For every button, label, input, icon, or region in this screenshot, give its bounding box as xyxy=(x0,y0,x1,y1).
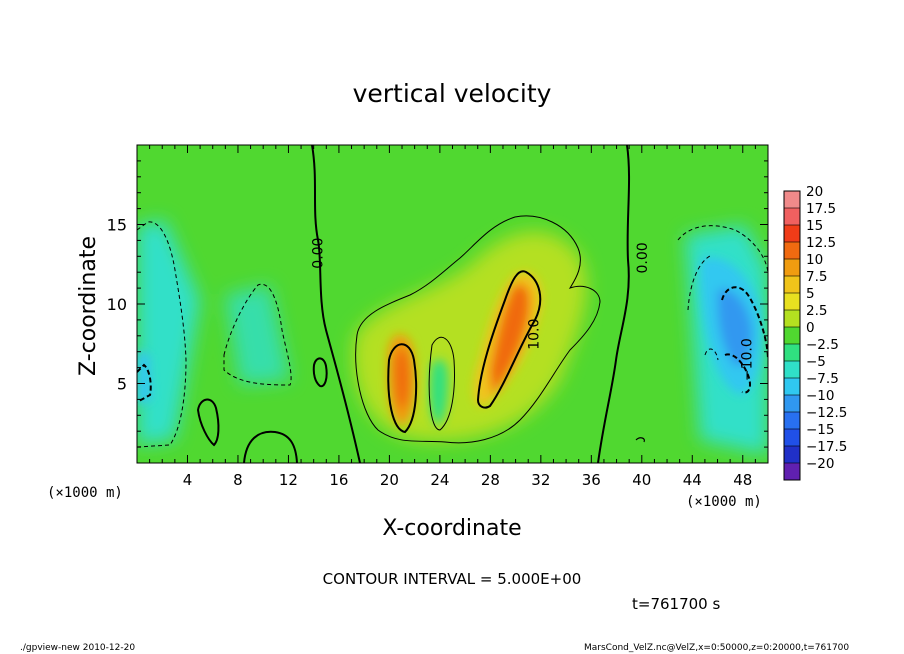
x-unit-left: (×1000 m) xyxy=(47,485,123,501)
y-tick-label: 10 xyxy=(107,295,127,314)
x-tick-label: 24 xyxy=(430,471,449,489)
colorbar-swatch xyxy=(784,242,800,259)
colorbar-swatch xyxy=(784,395,800,412)
colorbar-label: −20 xyxy=(806,456,835,472)
colorbar-swatch xyxy=(784,276,800,293)
time-text: t=761700 s xyxy=(632,595,720,613)
x-tick-label: 8 xyxy=(233,471,243,489)
colorbar-label: 12.5 xyxy=(806,235,836,251)
x-tick-label: 4 xyxy=(183,471,193,489)
colorbar-label: −10 xyxy=(806,388,835,404)
colorbar-swatch xyxy=(784,463,800,480)
colorbar-swatch xyxy=(784,310,800,327)
colorbar-label: 20 xyxy=(806,184,823,200)
colorbar-swatch xyxy=(784,327,800,344)
colorbar-swatch xyxy=(784,361,800,378)
x-tick-label: 32 xyxy=(531,471,550,489)
colorbar-label: −7.5 xyxy=(806,371,839,387)
contour-interval-text: CONTOUR INTERVAL = 5.000E+00 xyxy=(323,570,582,588)
contour-label: 10.0 xyxy=(526,319,542,350)
colorbar-label: 5 xyxy=(806,286,815,302)
y-tick-label: 5 xyxy=(117,375,127,394)
x-axis-title: X-coordinate xyxy=(382,516,521,541)
x-tick-label: 12 xyxy=(279,471,298,489)
y-axis-title: Z-coordinate xyxy=(76,236,101,376)
colorbar-swatch xyxy=(784,429,800,446)
shaded-field xyxy=(137,145,768,463)
colorbar-label: −2.5 xyxy=(806,337,839,353)
colorbar-label: −15 xyxy=(806,422,835,438)
colorbar-label: 17.5 xyxy=(806,201,836,217)
footer-left: ./gpview-new 2010-12-20 xyxy=(20,643,135,653)
contour-label: 0.00 xyxy=(310,238,326,269)
x-tick-label: 44 xyxy=(683,471,702,489)
colorbar-label: 15 xyxy=(806,218,823,234)
chart-title: vertical velocity xyxy=(353,79,552,108)
colorbar-swatch xyxy=(784,378,800,395)
colorbar-swatch xyxy=(784,208,800,225)
colorbar-swatch xyxy=(784,259,800,276)
colorbar-label: 7.5 xyxy=(806,269,827,285)
colorbar-swatch xyxy=(784,344,800,361)
x-tick-label: 28 xyxy=(481,471,500,489)
colorbar: 2017.51512.5107.552.50−2.5−5−7.5−10−12.5… xyxy=(783,184,847,481)
x-tick-label: 36 xyxy=(582,471,601,489)
x-unit-right: (×1000 m) xyxy=(686,494,762,510)
colorbar-swatch xyxy=(784,446,800,463)
contour-label: −10.0 xyxy=(740,338,756,381)
colorbar-label: 0 xyxy=(806,320,815,336)
colorbar-swatch xyxy=(784,293,800,310)
colorbar-label: −12.5 xyxy=(806,405,847,421)
contour-labels: 0.00 0.00 10.0 −10.0 xyxy=(310,238,756,382)
contour-lines xyxy=(137,145,768,463)
x-tick-label: 48 xyxy=(733,471,752,489)
colorbar-label: 2.5 xyxy=(806,303,827,319)
colorbar-label: −5 xyxy=(806,354,826,370)
colorbar-label: −17.5 xyxy=(806,439,847,455)
x-tick-label: 16 xyxy=(329,471,348,489)
colorbar-swatch xyxy=(784,191,800,208)
x-tick-label: 20 xyxy=(380,471,399,489)
x-tick-label: 40 xyxy=(632,471,651,489)
colorbar-swatch xyxy=(784,225,800,242)
colorbar-swatch xyxy=(784,412,800,429)
colorbar-label: 10 xyxy=(806,252,823,268)
footer-right: MarsCond_VelZ.nc@VelZ,x=0:50000,z=0:2000… xyxy=(584,643,849,653)
y-tick-label: 15 xyxy=(107,216,127,235)
contour-label: 0.00 xyxy=(635,242,651,273)
